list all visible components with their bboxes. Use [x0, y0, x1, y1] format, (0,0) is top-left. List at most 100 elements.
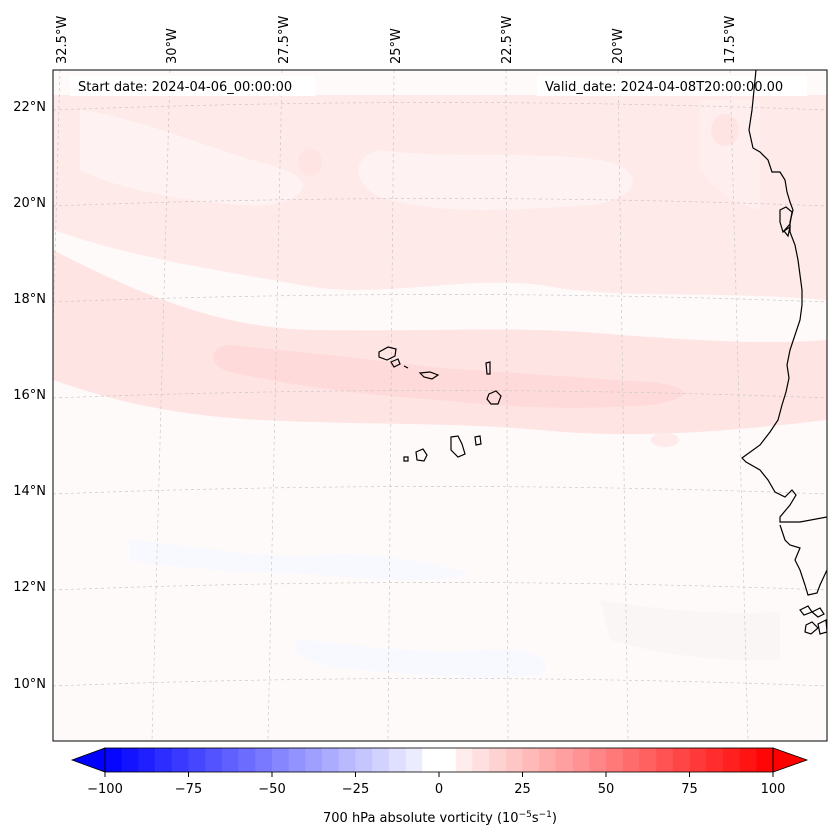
- colorbar-cell: [305, 748, 323, 772]
- cb-tick-label-50: 50: [598, 782, 615, 797]
- coastline-bijagos-2: [804, 621, 819, 635]
- colorbar-ticks: [104, 772, 774, 777]
- cb-title-prefix: 700 hPa absolute vorticity (10: [323, 811, 519, 826]
- vorticity-cell-c: [532, 260, 568, 280]
- lon-line-20w: [617, 70, 629, 741]
- island-sao-vicente: [390, 358, 401, 368]
- longitude-labels: 32.5°W 30°W 27.5°W 25°W 22.5°W 20°W 17.5…: [55, 16, 738, 64]
- cb-title-exp2: −1: [539, 810, 552, 820]
- lon-label-22-5w: 22.5°W: [500, 16, 515, 64]
- cb-tick-label-neg50: −50: [258, 782, 285, 797]
- valid-date-box: [537, 76, 807, 96]
- colorbar-cell: [288, 748, 306, 772]
- lon-label-20w: 20°W: [611, 28, 626, 64]
- vorticity-weak-north-mid: [358, 150, 633, 210]
- colorbar-cell: [121, 748, 139, 772]
- colorbar-cell: [322, 748, 340, 772]
- colorbar-cell: [188, 748, 206, 772]
- lat-label-10n: 10°N: [13, 677, 46, 692]
- lon-line-27-5w: [267, 70, 283, 741]
- colorbar-cell: [422, 748, 440, 772]
- lat-line-22n: [53, 102, 827, 111]
- colorbar-cell: [589, 748, 607, 772]
- colorbar-cell: [639, 748, 657, 772]
- colorbar-cell: [221, 748, 239, 772]
- colorbar-cells: [105, 748, 774, 772]
- lon-line-25w: [387, 70, 395, 741]
- vorticity-core: [213, 345, 684, 408]
- map-frame: [52, 69, 828, 742]
- start-date-box: [70, 76, 315, 96]
- island-santo-antao: [378, 346, 397, 361]
- cb-tick-label-0: 0: [435, 782, 443, 797]
- lat-label-18n: 18°N: [13, 292, 46, 307]
- colorbar: −100 −75 −50 −25 0 25 50 75 100 700 hPa …: [70, 747, 809, 826]
- colorbar-cell: [689, 748, 707, 772]
- cape-verde-islands: [378, 346, 502, 462]
- colorbar-title: 700 hPa absolute vorticity (10−5s−1): [323, 810, 557, 826]
- lat-label-16n: 16°N: [13, 388, 46, 403]
- cb-tick-label-25: 25: [514, 782, 531, 797]
- vorticity-cell-b: [711, 114, 739, 146]
- colorbar-cell: [472, 748, 490, 772]
- island-brava: [403, 456, 409, 462]
- cb-title-exp1: −5: [519, 810, 532, 820]
- colorbar-cell: [372, 748, 390, 772]
- colorbar-cell: [606, 748, 623, 772]
- colorbar-cell: [272, 748, 289, 772]
- colorbar-cell: [171, 748, 189, 772]
- colorbar-cell: [522, 748, 540, 772]
- colorbar-cell: [355, 748, 373, 772]
- start-date-text: Start date: 2024-04-06_00:00:00: [78, 80, 292, 95]
- colorbar-cell: [539, 748, 557, 772]
- colorbar-cell: [756, 748, 774, 772]
- colorbar-cell: [388, 748, 406, 772]
- colorbar-extend-min: [70, 747, 106, 773]
- cb-tick-label-75: 75: [681, 782, 698, 797]
- colorbar-cell: [555, 748, 573, 772]
- colorbar-cell: [489, 748, 507, 772]
- lon-line-22-5w: [505, 70, 509, 741]
- lon-label-30w: 30°W: [165, 28, 180, 64]
- lat-label-12n: 12°N: [13, 580, 46, 595]
- colorbar-cell: [722, 748, 740, 772]
- island-santiago: [450, 435, 466, 458]
- colorbar-cell: [138, 748, 156, 772]
- vorticity-weak-south-1: [130, 540, 470, 581]
- colorbar-cell: [405, 748, 423, 772]
- vorticity-cell-d: [651, 433, 679, 447]
- lat-line-12n: [53, 582, 827, 591]
- lat-label-20n: 20°N: [13, 196, 46, 211]
- coastline-cap-blanc: [779, 206, 793, 234]
- colorbar-tick-labels: −100 −75 −50 −25 0 25 50 75 100: [87, 782, 785, 797]
- coastline-banc-arguin: [783, 225, 791, 238]
- colorbar-cell: [672, 748, 690, 772]
- map-panel: [53, 70, 827, 741]
- coastline-mainland: [741, 70, 827, 596]
- lat-line-10n: [53, 678, 827, 687]
- island-maio: [474, 435, 482, 446]
- island-fogo: [415, 448, 428, 462]
- lon-line-17-5w: [729, 70, 749, 741]
- coastline-bijagos-3: [817, 619, 827, 635]
- vorticity-field: [53, 95, 827, 678]
- colorbar-cell: [205, 748, 223, 772]
- lat-line-16n: [53, 390, 827, 399]
- island-boa-vista: [486, 390, 502, 405]
- lat-line-20n: [53, 198, 827, 207]
- lon-line-30w: [151, 70, 171, 741]
- colorbar-cell: [105, 748, 122, 772]
- vorticity-cell-a: [298, 148, 322, 176]
- colorbar-cell: [455, 748, 473, 772]
- lon-label-27-5w: 27.5°W: [277, 16, 292, 64]
- african-coastline: [741, 70, 827, 635]
- cb-tick-label-neg100: −100: [87, 782, 123, 797]
- colorbar-cell: [255, 748, 273, 772]
- lat-line-14n: [53, 486, 827, 495]
- colorbar-cell: [739, 748, 757, 772]
- cb-tick-label-neg75: −75: [175, 782, 202, 797]
- vorticity-weak-south-2: [294, 640, 547, 678]
- latitude-labels: 22°N 20°N 18°N 16°N 14°N 12°N 10°N: [13, 100, 46, 692]
- island-santa-luzia: [403, 365, 409, 369]
